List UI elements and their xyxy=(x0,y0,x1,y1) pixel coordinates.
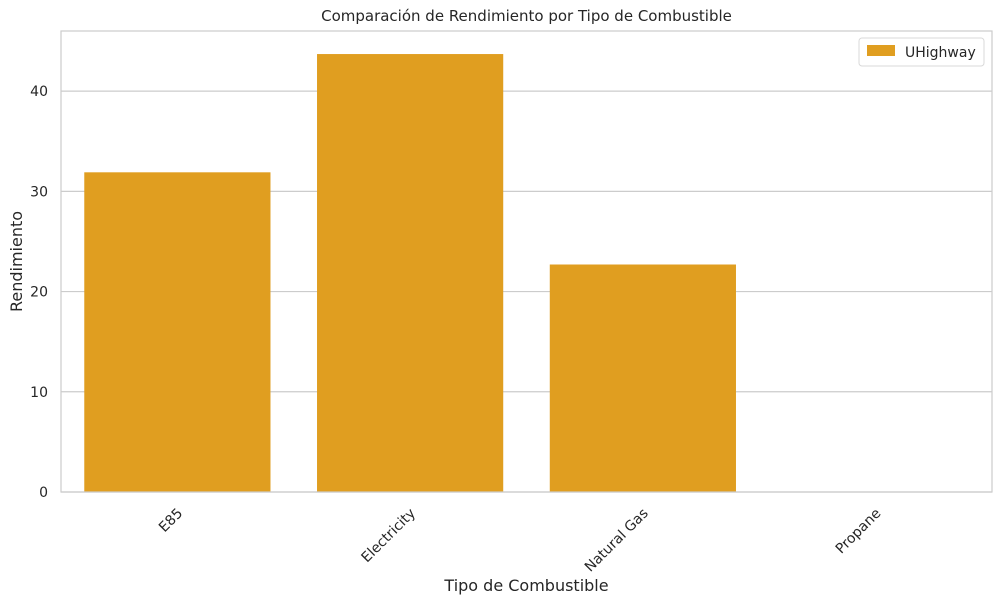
bar xyxy=(549,264,736,492)
legend-swatch xyxy=(867,45,895,56)
legend-label: UHighway xyxy=(905,45,976,61)
x-tick-label: Electricity xyxy=(358,506,418,566)
x-axis-ticks: E85 Electricity Natural Gas Propane xyxy=(156,506,884,576)
x-axis-label: Tipo de Combustible xyxy=(443,576,608,595)
chart-title: Comparación de Rendimiento por Tipo de C… xyxy=(321,7,732,25)
x-tick-label: Propane xyxy=(833,506,885,558)
bar xyxy=(84,172,271,492)
x-tick-label: Natural Gas xyxy=(582,506,652,576)
y-tick-label: 40 xyxy=(30,84,48,100)
bar xyxy=(317,54,504,493)
y-tick-label: 10 xyxy=(30,385,48,401)
y-tick-label: 0 xyxy=(39,485,48,501)
plot-frame xyxy=(60,30,993,493)
y-tick-label: 30 xyxy=(30,184,48,200)
legend: UHighway xyxy=(858,37,985,67)
bars xyxy=(84,54,736,493)
y-axis-label: Rendimiento xyxy=(7,211,26,312)
y-axis-ticks: 0 10 20 30 40 xyxy=(30,84,48,501)
y-tick-label: 20 xyxy=(30,285,48,301)
x-tick-label: E85 xyxy=(156,506,186,536)
